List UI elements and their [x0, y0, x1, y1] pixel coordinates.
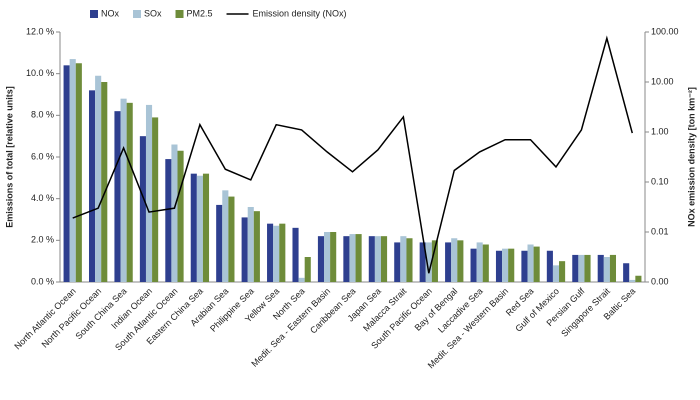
legend-swatch: [133, 10, 141, 18]
y-tick-label: 8.0 %: [31, 110, 54, 120]
bar: [253, 211, 260, 282]
bar: [267, 223, 274, 282]
bar: [95, 75, 102, 282]
bar: [476, 242, 483, 282]
y-axis-title: Emissions of total [relative units]: [4, 86, 14, 228]
bar: [145, 104, 153, 283]
bar: [228, 196, 235, 282]
bar: [368, 236, 375, 282]
y-tick-label: 6.0 %: [31, 151, 54, 161]
bar: [578, 254, 585, 282]
bar: [88, 90, 96, 282]
y2-tick-label: 0.01: [651, 226, 669, 236]
bar: [374, 236, 381, 282]
bar: [584, 254, 591, 282]
bar: [317, 236, 325, 282]
bar: [470, 248, 477, 282]
bar: [380, 236, 388, 282]
y2-tick-label: 1.00: [651, 126, 669, 136]
bar: [298, 277, 305, 282]
bar: [222, 190, 229, 282]
bar: [190, 173, 197, 282]
bar: [292, 227, 299, 282]
y-tick-label: 12.0 %: [26, 26, 54, 36]
bar: [343, 236, 350, 282]
bar: [495, 250, 503, 282]
bar: [304, 257, 311, 282]
bar: [202, 173, 210, 282]
y-tick-label: 4.0 %: [31, 193, 54, 203]
bar: [216, 204, 223, 282]
bar: [425, 242, 432, 282]
bar: [508, 248, 515, 282]
bar: [572, 254, 579, 282]
legend-label: PM2.5: [187, 8, 213, 18]
bar: [457, 240, 464, 282]
bar: [419, 242, 426, 282]
bar: [196, 175, 203, 282]
line-series: [72, 35, 634, 274]
bar: [502, 248, 509, 282]
y2-tick-label: 0.10: [651, 176, 669, 186]
bar: [165, 159, 172, 282]
y2-tick-label: 0.00: [651, 276, 669, 286]
bar: [623, 263, 630, 282]
bar: [279, 223, 286, 282]
bar: [349, 234, 356, 282]
bar: [629, 279, 636, 282]
bar: [63, 65, 70, 282]
legend-swatch: [175, 10, 184, 18]
bar: [152, 117, 159, 283]
bar: [324, 232, 331, 282]
bar: [482, 244, 489, 282]
bar: [609, 254, 617, 282]
bar: [527, 244, 534, 282]
bar: [273, 225, 280, 282]
bar: [120, 98, 127, 283]
bar: [394, 242, 401, 282]
bar: [406, 238, 413, 282]
legend-label: Emission density (NOx): [253, 8, 347, 18]
bar: [171, 144, 178, 282]
bar: [69, 59, 76, 283]
bar: [521, 250, 528, 282]
y2-tick-label: 10.00: [651, 76, 674, 86]
bar: [247, 207, 254, 282]
bar: [635, 275, 642, 282]
bar: [597, 254, 604, 282]
bar: [355, 234, 362, 282]
bar: [400, 236, 407, 282]
y-tick-label: 2.0 %: [31, 235, 54, 245]
bar: [546, 250, 553, 282]
bar: [126, 102, 133, 282]
legend-label: NOx: [101, 8, 120, 18]
bar: [559, 261, 566, 282]
legend-swatch: [90, 10, 98, 18]
bar: [533, 246, 540, 282]
y-tick-label: 10.0 %: [26, 68, 54, 78]
bar: [139, 136, 146, 282]
bar: [101, 82, 108, 282]
legend-label: SOx: [144, 8, 162, 18]
bar: [241, 217, 248, 282]
bar: [552, 265, 560, 282]
bar: [431, 240, 438, 282]
y2-tick-label: 100.00: [651, 26, 679, 36]
bar: [330, 232, 337, 282]
bar: [75, 63, 82, 282]
y-tick-label: 0.0 %: [31, 276, 54, 286]
bar: [445, 242, 452, 282]
y2-axis-title: NOx emission density [ton km⁻²]: [686, 87, 696, 227]
bar: [114, 111, 121, 283]
bar: [603, 257, 610, 282]
bar: [451, 238, 458, 282]
bar: [177, 150, 184, 282]
